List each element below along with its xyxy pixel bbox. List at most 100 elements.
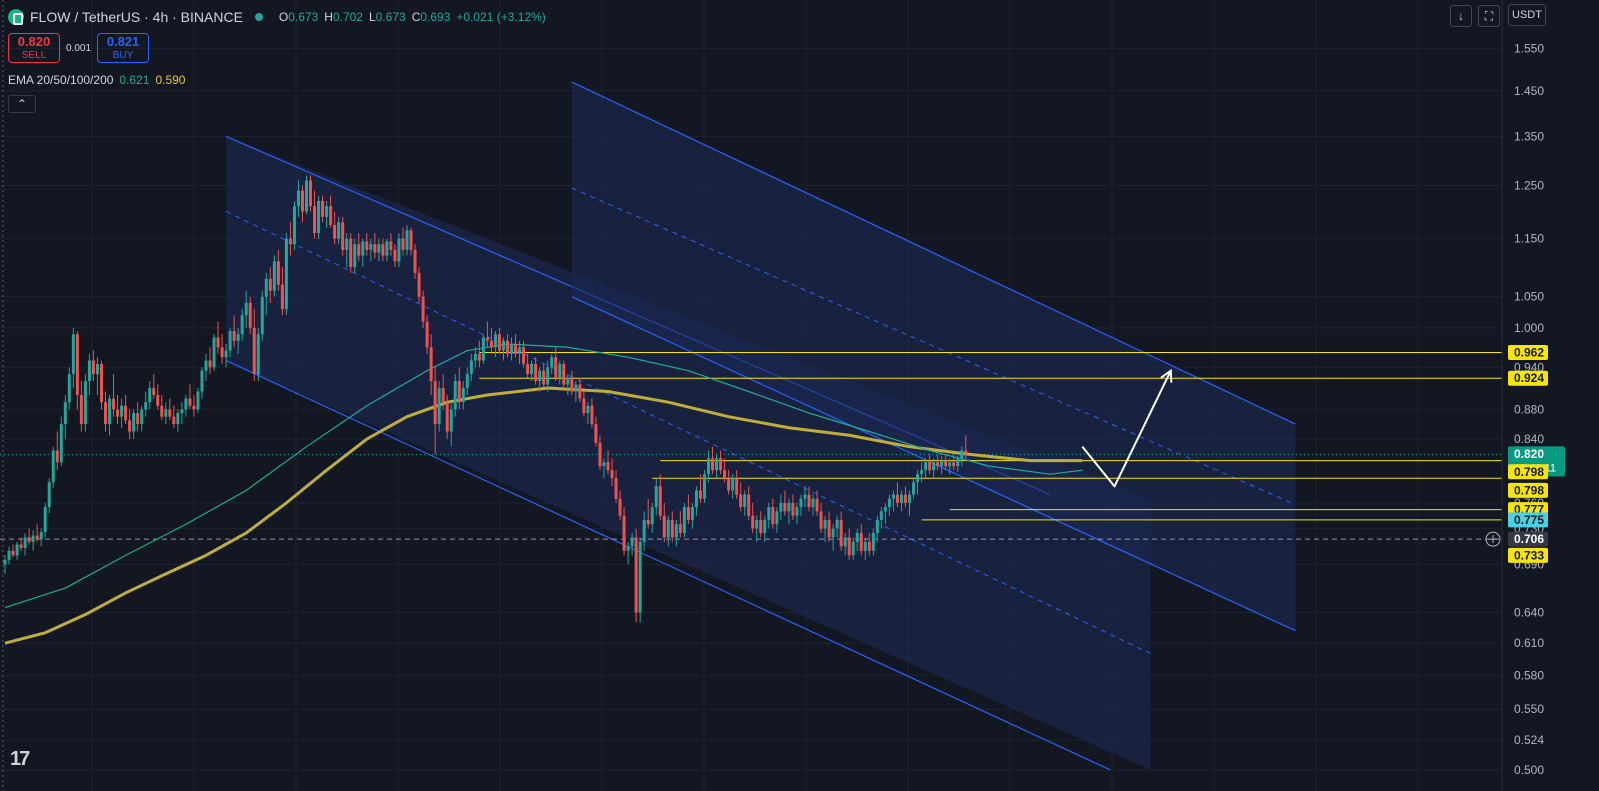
candle xyxy=(940,455,944,475)
candle xyxy=(759,511,763,538)
close-value: 0.693 xyxy=(420,10,451,24)
candle xyxy=(859,524,863,556)
buy-button[interactable]: 0.821 BUY xyxy=(97,33,150,63)
candle-body xyxy=(3,559,7,565)
candle xyxy=(674,519,678,547)
price-tick-label: 1.250 xyxy=(1514,178,1544,192)
candle xyxy=(952,454,956,471)
candle xyxy=(538,367,542,392)
candle xyxy=(779,494,783,520)
candle-body xyxy=(200,370,204,392)
candle-body xyxy=(461,387,465,403)
candle xyxy=(248,296,252,335)
candle-body xyxy=(586,405,590,414)
candle xyxy=(526,353,530,378)
candle xyxy=(497,327,501,354)
candle-body xyxy=(682,507,686,533)
fullscreen-button[interactable]: ⛶ xyxy=(1478,5,1500,27)
candle xyxy=(791,494,795,520)
candle-body xyxy=(196,391,200,410)
candle-body xyxy=(220,347,224,358)
price-tick-label: 1.000 xyxy=(1514,321,1544,335)
candle xyxy=(196,387,200,414)
candle xyxy=(393,244,397,268)
candle xyxy=(658,474,662,520)
projection-arrowhead-icon xyxy=(1160,368,1173,383)
candle xyxy=(477,340,481,368)
candle-body xyxy=(296,190,300,207)
collapse-legend-button[interactable]: ⌃ xyxy=(8,95,36,113)
candle-body xyxy=(859,532,863,551)
candle-body xyxy=(51,450,55,483)
price-tick-label: 0.610 xyxy=(1514,636,1544,650)
currency-selector[interactable]: USDT xyxy=(1508,4,1546,26)
candle xyxy=(960,446,964,467)
candle xyxy=(550,353,554,375)
candle-body xyxy=(831,528,835,538)
candle-body xyxy=(670,519,674,538)
sell-label: SELL xyxy=(21,50,47,61)
candle xyxy=(51,446,55,488)
candle-body xyxy=(184,398,188,410)
candle-body xyxy=(305,180,308,212)
price-label-box xyxy=(1508,370,1548,386)
candle xyxy=(727,470,731,495)
candle xyxy=(409,227,413,256)
candle-body xyxy=(313,206,317,234)
candle xyxy=(361,238,365,268)
price-label-yellow: 0.733 xyxy=(1508,547,1548,563)
candle-body xyxy=(208,360,212,368)
candle-body xyxy=(309,180,313,207)
candle xyxy=(453,374,457,417)
candle xyxy=(835,515,839,538)
candle-body xyxy=(473,353,477,361)
download-button[interactable]: ↓ xyxy=(1450,5,1472,27)
candle-body xyxy=(232,331,236,341)
candle xyxy=(276,249,280,291)
candle xyxy=(936,454,940,471)
candle xyxy=(602,458,606,479)
candle xyxy=(510,337,514,361)
candle xyxy=(542,363,546,388)
ema-legend[interactable]: EMA 20/50/100/200 0.621 0.590 xyxy=(8,73,185,87)
candle-body xyxy=(799,498,803,508)
candle-body xyxy=(538,370,542,382)
candle xyxy=(413,244,417,279)
candle xyxy=(104,391,107,432)
candle xyxy=(136,402,140,432)
candle xyxy=(493,331,497,358)
candle-body xyxy=(912,482,916,495)
candle-body xyxy=(224,350,228,358)
candle-body xyxy=(594,424,598,443)
candle xyxy=(594,416,598,447)
candle xyxy=(847,528,851,560)
candle xyxy=(75,331,79,410)
candle xyxy=(916,470,920,495)
candle-body xyxy=(256,334,260,375)
candle xyxy=(887,494,891,516)
candle-body xyxy=(248,302,252,328)
ohlc-values: O0.673 H0.702 L0.673 C0.693 +0.021 (+3.1… xyxy=(279,10,546,24)
candle-body xyxy=(550,357,554,368)
price-label-yellow: 0.798 xyxy=(1508,482,1548,498)
price-tick-label: 1.050 xyxy=(1514,290,1544,304)
candle-body xyxy=(578,384,582,399)
candle-body xyxy=(795,507,799,516)
candle xyxy=(176,409,180,432)
price-tick-label: 1.550 xyxy=(1514,41,1544,55)
price-axis: 1.5501.4501.3501.2501.1501.0501.0000.940… xyxy=(1485,0,1599,791)
candle xyxy=(871,528,875,556)
candle-body xyxy=(514,343,518,354)
candle-body xyxy=(240,315,244,335)
price-label-box xyxy=(1508,464,1548,480)
candle xyxy=(883,502,887,525)
low-label: L xyxy=(368,10,376,24)
candle-body xyxy=(381,244,385,256)
candle-body xyxy=(883,507,887,512)
sell-button[interactable]: 0.820 SELL xyxy=(8,33,60,63)
candle-body xyxy=(530,363,534,375)
candle-body xyxy=(751,515,755,529)
candle-body xyxy=(79,395,83,425)
symbol-title[interactable]: FLOW / TetherUS · 4h · BINANCE xyxy=(30,9,243,25)
